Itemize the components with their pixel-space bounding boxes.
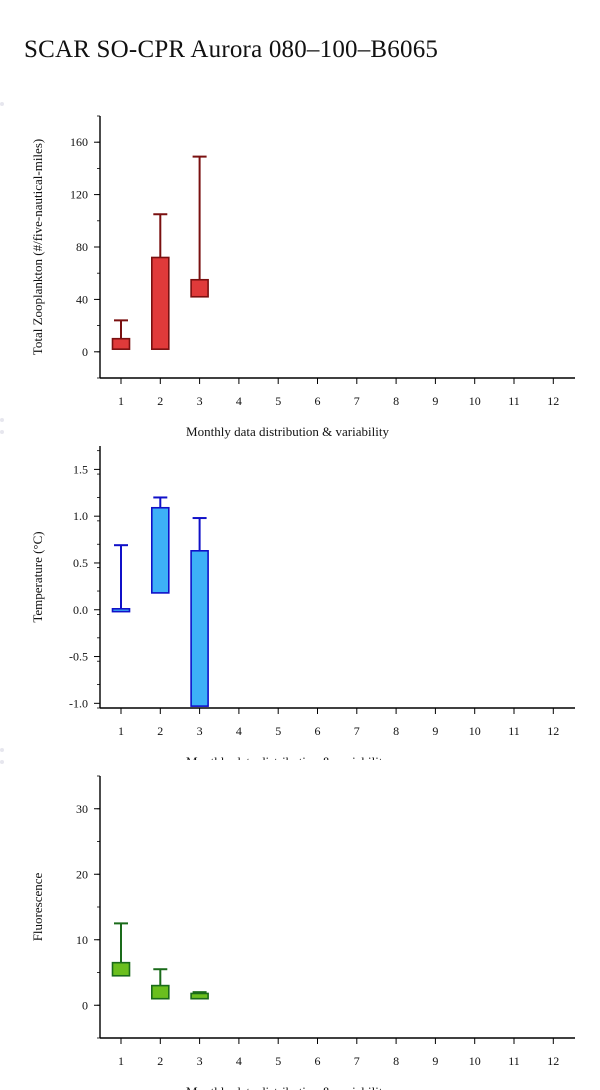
x-tick-label: 3 — [197, 1054, 203, 1068]
x-tick-label: 6 — [315, 1054, 321, 1068]
x-tick-label: 9 — [432, 1054, 438, 1068]
x-tick-label: 4 — [236, 394, 242, 408]
x-tick-label: 8 — [393, 1054, 399, 1068]
x-tick-label: 11 — [508, 1054, 520, 1068]
x-tick-label: 6 — [315, 394, 321, 408]
x-tick-label: 1 — [118, 1054, 124, 1068]
y-tick-label: 80 — [76, 240, 88, 254]
y-tick-label: 0 — [82, 345, 88, 359]
y-tick-label: 40 — [76, 292, 88, 306]
y-axis-label: Fluorescence — [30, 872, 45, 941]
x-axis-label: Monthly data distribution & variability — [186, 424, 389, 439]
x-tick-label: 12 — [547, 394, 559, 408]
x-tick-label: 7 — [354, 1054, 360, 1068]
x-tick-label: 10 — [469, 394, 481, 408]
temperature-chart: -1.0 -0.5 0.0 0.5 1.0 1.5 1 2 3 4 5 6 7 8 9 10 11 12 Tempe… — [0, 430, 600, 760]
x-tick-label: 8 — [393, 724, 399, 738]
box-month-2 — [151, 984, 170, 1000]
edge-marker — [0, 430, 4, 434]
x-tick-label: 6 — [315, 724, 321, 738]
x-tick-label: 7 — [354, 394, 360, 408]
box-month-3 — [190, 550, 209, 707]
edge-marker — [0, 748, 4, 752]
x-tick-label: 12 — [547, 724, 559, 738]
x-axis-label: Monthly data distribution & variability — [186, 1084, 389, 1090]
x-tick-label: 12 — [547, 1054, 559, 1068]
x-tick-label: 5 — [275, 724, 281, 738]
x-tick-label: 2 — [157, 1054, 163, 1068]
y-axis-label: Temperature (°C) — [30, 531, 45, 622]
edge-marker — [0, 102, 4, 106]
x-tick-label: 1 — [118, 394, 124, 408]
y-tick-label: -1.0 — [69, 696, 88, 710]
y-tick-label: 10 — [76, 933, 88, 947]
x-tick-label: 5 — [275, 394, 281, 408]
x-tick-label: 3 — [197, 394, 203, 408]
y-tick-label: 120 — [70, 188, 88, 202]
x-tick-label: 11 — [508, 724, 520, 738]
box-month-2 — [151, 256, 170, 350]
box-month-1 — [111, 961, 131, 977]
y-tick-label: -0.5 — [69, 650, 88, 664]
box-month-1 — [111, 337, 131, 350]
y-tick-label: 0.5 — [73, 556, 88, 570]
x-tick-label: 2 — [157, 724, 163, 738]
x-tick-label: 4 — [236, 1054, 242, 1068]
x-tick-label: 10 — [469, 1054, 481, 1068]
x-tick-label: 4 — [236, 724, 242, 738]
y-tick-label: 20 — [76, 867, 88, 881]
y-tick-label: 1.0 — [73, 509, 88, 523]
x-tick-label: 2 — [157, 394, 163, 408]
y-tick-label: 0 — [82, 998, 88, 1012]
x-tick-label: 9 — [432, 394, 438, 408]
y-tick-label: 160 — [70, 135, 88, 149]
x-tick-label: 1 — [118, 724, 124, 738]
y-tick-label: 0.0 — [73, 603, 88, 617]
fluorescence-chart: 0102030123456789101112FluorescenceMonthl… — [0, 760, 600, 1090]
box-month-3 — [190, 992, 209, 1000]
x-tick-label: 8 — [393, 394, 399, 408]
box-month-1 — [111, 608, 131, 613]
edge-marker — [0, 760, 4, 764]
edge-marker — [0, 418, 4, 422]
x-axis-label: Monthly data distribution & variability — [186, 754, 389, 760]
x-tick-label: 5 — [275, 1054, 281, 1068]
x-tick-label: 9 — [432, 724, 438, 738]
box-month-2 — [151, 506, 170, 594]
temperature-chart-svg: -1.0-0.50.00.51.01.51 2 3 4 5 6 7 8 9 10 11 12Tempe… — [30, 446, 575, 760]
y-tick-label: 1.5 — [73, 462, 88, 476]
fluorescence-chart-svg: 0102030123456789101112FluorescenceMonthl… — [30, 775, 575, 1090]
x-tick-label: 11 — [508, 394, 520, 408]
x-tick-label: 7 — [354, 724, 360, 738]
y-axis-label: Total Zooplankton (#/five-nautical-miles… — [30, 139, 45, 355]
page-title: SCAR SO-CPR Aurora 080–100–B6065 — [24, 36, 439, 63]
zooplankton-chart: 0 40 80 120 160 1 2 3 4 5 6 7 8 9 10 11 12 Total Zooplank… — [0, 100, 600, 440]
y-tick-label: 30 — [76, 802, 88, 816]
x-tick-label: 10 — [469, 724, 481, 738]
x-tick-label: 3 — [197, 724, 203, 738]
box-month-3 — [190, 278, 209, 298]
